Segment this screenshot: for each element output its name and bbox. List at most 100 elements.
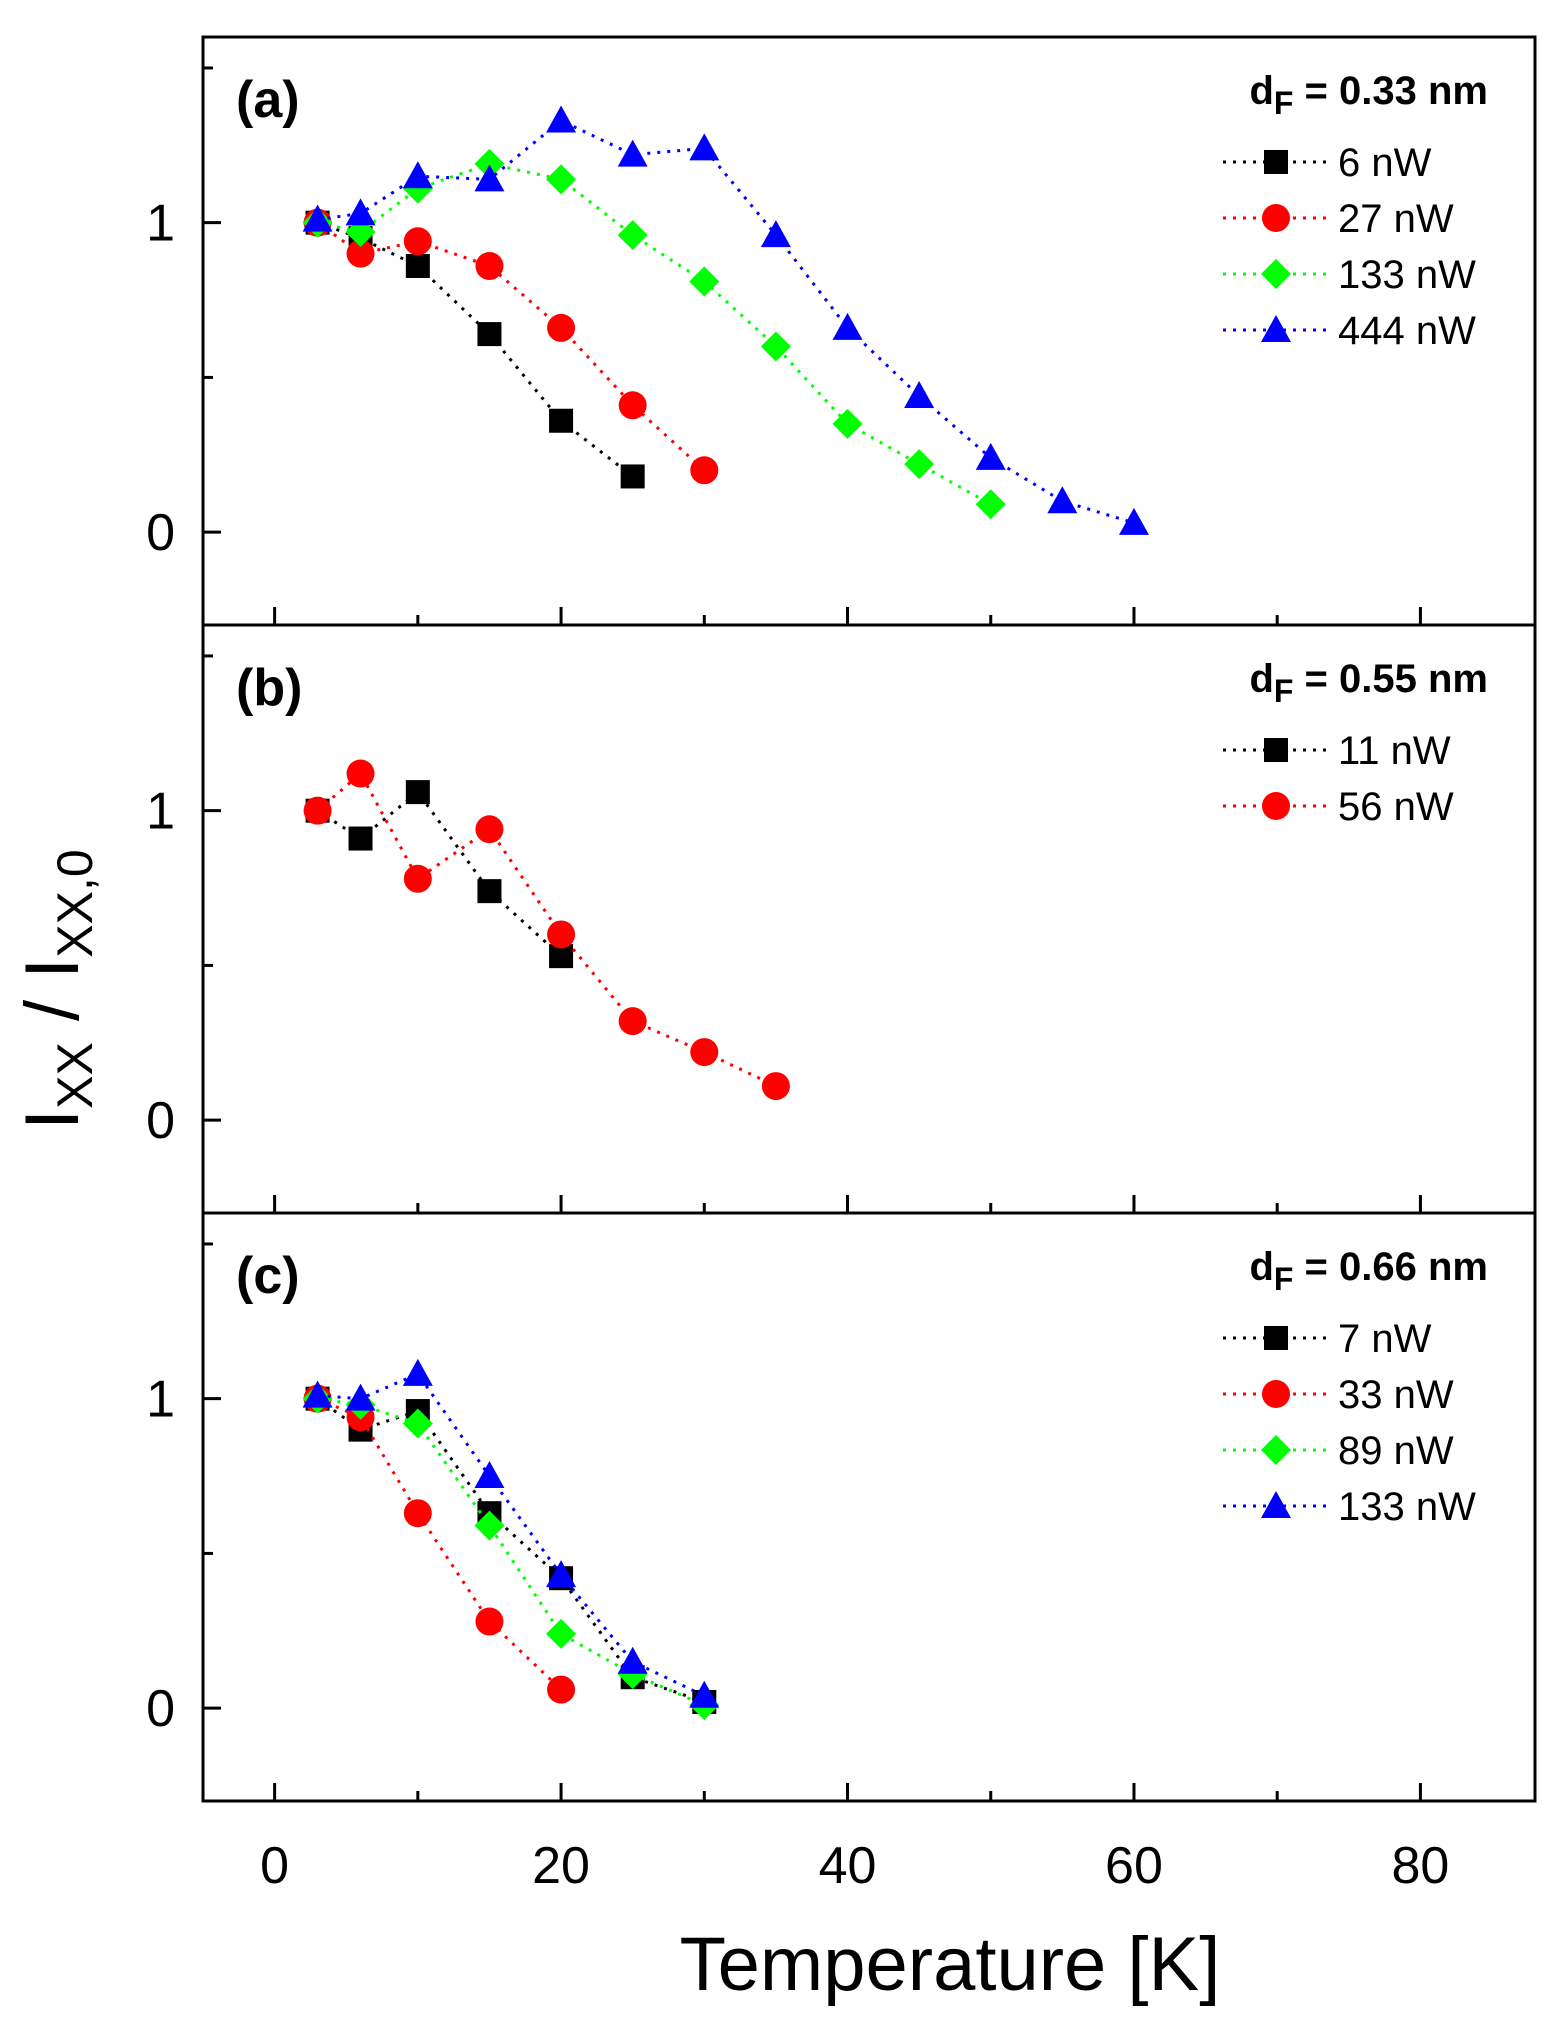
panel-0: 0 1 (a) dF = 0.33 nm 6 nW 27 nW 133 nW 444 nW: [146, 35, 1537, 627]
plot-frame: [201, 35, 1537, 627]
legend-marker: [1264, 150, 1288, 174]
legend-marker: [1261, 1491, 1291, 1518]
legend-label: 7 nW: [1338, 1317, 1432, 1361]
legend-marker: [1264, 738, 1288, 762]
data-point: [474, 1510, 505, 1541]
data-point: [1118, 507, 1149, 535]
data-point: [546, 105, 577, 133]
data-point: [617, 220, 648, 251]
series-line: [316, 221, 706, 472]
parameter-label: dF = 0.33 nm: [1249, 69, 1488, 121]
data-point: [475, 815, 504, 844]
data-point: [403, 227, 432, 256]
parameter-label: dF = 0.66 nm: [1249, 1245, 1488, 1297]
data-point: [474, 1461, 505, 1489]
data-point: [405, 254, 430, 279]
data-point: [617, 1646, 648, 1674]
data-point: [617, 139, 648, 167]
data-point: [832, 408, 863, 439]
panel-1: 0 1 (b) dF = 0.55 nm 11 nW 56 nW: [146, 623, 1537, 1215]
data-point: [475, 252, 504, 281]
data-point: [475, 1607, 504, 1636]
legend-marker: [1261, 315, 1291, 342]
x-tick-label: 20: [532, 1837, 590, 1895]
data-point: [474, 164, 505, 192]
y-tick-label: 0: [146, 504, 175, 562]
parameter-label: dF = 0.55 nm: [1249, 657, 1488, 709]
data-point: [975, 489, 1006, 520]
data-point: [618, 391, 647, 420]
data-point: [302, 204, 333, 232]
legend-marker: [1262, 204, 1290, 232]
y-tick-label: 1: [146, 1371, 175, 1429]
series-line: [316, 1397, 705, 1704]
data-point: [303, 796, 332, 825]
data-point: [547, 1675, 576, 1704]
series-line: [316, 789, 563, 958]
data-point: [689, 1680, 720, 1708]
x-tick-label: 80: [1391, 1837, 1449, 1895]
series-line: [317, 1397, 705, 1707]
data-point: [549, 408, 574, 433]
data-point: [346, 239, 375, 268]
data-point: [402, 1408, 433, 1439]
data-point: [346, 759, 375, 788]
data-point: [345, 1383, 376, 1411]
legend-label: 133 nW: [1338, 1485, 1476, 1529]
data-point: [690, 1038, 719, 1067]
panel-label: (c): [236, 1247, 300, 1305]
data-point: [302, 1380, 333, 1408]
plot-frame: [201, 1211, 1537, 1803]
panel-2: 0 1 (c) dF = 0.66 nm 7 nW 33 nW 89 nW 133 nW 0 20…: [146, 1211, 1537, 1895]
x-tick-label: 0: [260, 1837, 289, 1895]
data-point: [761, 1072, 790, 1101]
legend-marker: [1261, 259, 1291, 289]
data-point: [402, 161, 433, 189]
data-point: [689, 133, 720, 161]
y-axis-title: IXX / IXX,0: [10, 849, 103, 1130]
panel-label: (b): [236, 659, 302, 717]
series-line: [317, 1372, 705, 1698]
legend-marker: [1264, 1326, 1288, 1350]
data-point: [1047, 486, 1078, 514]
x-tick-label: 40: [819, 1837, 877, 1895]
legend-marker: [1262, 792, 1290, 820]
data-point: [477, 879, 502, 904]
data-point: [689, 266, 720, 297]
data-point: [405, 780, 430, 805]
data-point: [345, 198, 376, 226]
legend-label: 444 nW: [1338, 309, 1476, 353]
x-axis-title: Temperature [K]: [680, 1922, 1221, 2007]
y-tick-label: 1: [146, 195, 175, 253]
data-point: [547, 920, 576, 949]
y-tick-label: 0: [146, 1092, 175, 1150]
plot-frame: [201, 623, 1537, 1215]
legend-label: 33 nW: [1338, 1373, 1454, 1417]
series-line: [316, 1397, 563, 1691]
legend-label: 56 nW: [1338, 785, 1454, 829]
data-point: [403, 1499, 432, 1528]
panel-label: (a): [236, 71, 300, 129]
data-point: [760, 220, 791, 248]
y-tick-label: 0: [146, 1680, 175, 1738]
legend-label: 11 nW: [1338, 729, 1451, 773]
legend-label: 133 nW: [1338, 253, 1476, 297]
data-point: [474, 148, 505, 179]
x-tick-label: 60: [1105, 1837, 1163, 1895]
data-point: [546, 164, 577, 195]
legend-label: 6 nW: [1338, 141, 1432, 185]
data-point: [546, 1560, 577, 1588]
data-point: [403, 864, 432, 893]
legend-marker: [1262, 1380, 1290, 1408]
data-point: [904, 380, 935, 408]
data-point: [618, 1007, 647, 1036]
y-tick-label: 1: [146, 783, 175, 841]
data-point: [620, 464, 645, 489]
data-point: [546, 1618, 577, 1649]
legend-label: 89 nW: [1338, 1429, 1454, 1473]
data-point: [975, 442, 1006, 470]
data-point: [690, 456, 719, 485]
data-point: [477, 322, 502, 347]
series-line: [317, 118, 1135, 525]
